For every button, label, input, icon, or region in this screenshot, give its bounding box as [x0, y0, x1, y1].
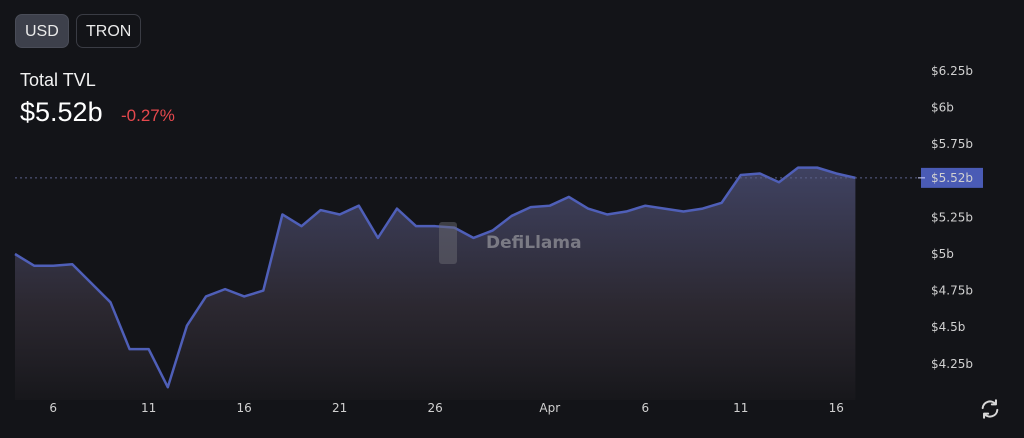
x-tick-label: 6 [49, 401, 57, 415]
watermark-text: DefiLlama [486, 233, 582, 253]
x-tick-label: 21 [332, 401, 347, 415]
y-tick-label: $5.25b [931, 210, 973, 224]
y-tick-label: $5b [931, 247, 954, 261]
total-tvl-value: $5.52b [20, 97, 103, 127]
current-value-label: $5.52b [931, 171, 973, 185]
y-tick-label: $4.75b [931, 284, 973, 298]
y-tick-label: $4.5b [931, 320, 965, 334]
y-tick-label: $5.75b [931, 137, 973, 151]
x-tick-label: 6 [641, 401, 649, 415]
refresh-icon[interactable] [979, 398, 1001, 420]
x-tick-label: 16 [829, 401, 844, 415]
defillama-watermark: DefiLlama [439, 222, 582, 264]
x-tick-label: 11 [733, 401, 748, 415]
total-tvl-label: Total TVL [20, 70, 96, 90]
x-tick-label: 16 [237, 401, 252, 415]
x-tick-label: 11 [141, 401, 156, 415]
current-value-tag [921, 167, 983, 188]
y-tick-label: $6.25b [931, 64, 973, 78]
x-tick-label: Apr [539, 401, 560, 415]
x-tick-label: 26 [428, 401, 443, 415]
llama-logo-icon [439, 222, 457, 264]
tron-toggle-button[interactable]: TRON [76, 14, 142, 48]
tvl-change-percent: -0.27% [121, 106, 175, 125]
y-tick-label: $4.25b [931, 357, 973, 371]
y-tick-label: $6b [931, 101, 954, 115]
area-fill [15, 167, 856, 400]
usd-toggle-button[interactable]: USD [15, 14, 69, 48]
